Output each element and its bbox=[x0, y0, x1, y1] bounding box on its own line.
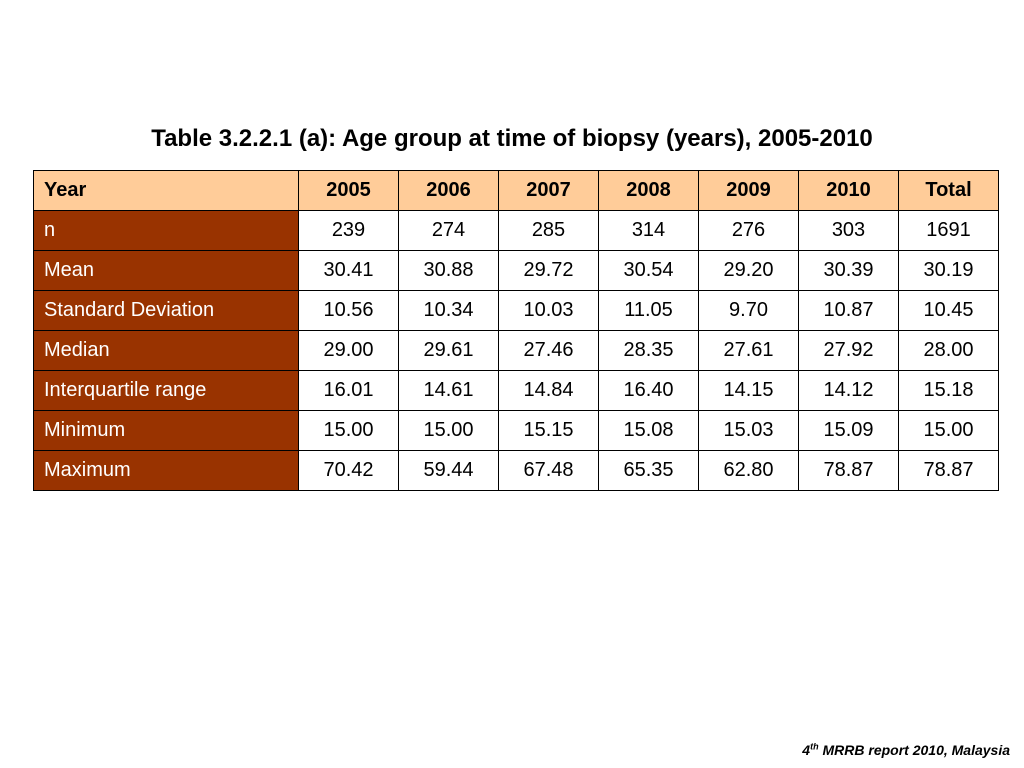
header-cell-2008: 2008 bbox=[598, 170, 699, 211]
table-cell: 15.03 bbox=[698, 410, 799, 451]
table-cell: 30.88 bbox=[398, 250, 499, 291]
table-cell: 285 bbox=[498, 210, 599, 251]
table-row: Median 29.00 29.61 27.46 28.35 27.61 27.… bbox=[33, 330, 999, 371]
table-cell: 15.00 bbox=[298, 410, 399, 451]
age-group-table: Year 2005 2006 2007 2008 2009 2010 Total… bbox=[33, 170, 999, 491]
table-cell: 15.18 bbox=[898, 370, 999, 411]
table-cell: 59.44 bbox=[398, 450, 499, 491]
footer-source: 4th MRRB report 2010, Malaysia bbox=[802, 742, 1010, 758]
table-cell: 28.35 bbox=[598, 330, 699, 371]
table-cell: 276 bbox=[698, 210, 799, 251]
table-cell: 10.03 bbox=[498, 290, 599, 331]
row-label: Interquartile range bbox=[33, 370, 299, 411]
header-cell-2009: 2009 bbox=[698, 170, 799, 211]
table-cell: 14.15 bbox=[698, 370, 799, 411]
table-row: Standard Deviation 10.56 10.34 10.03 11.… bbox=[33, 290, 999, 331]
row-label: n bbox=[33, 210, 299, 251]
table-cell: 239 bbox=[298, 210, 399, 251]
table-cell: 67.48 bbox=[498, 450, 599, 491]
footer-text: MRRB report 2010, Malaysia bbox=[818, 742, 1010, 758]
table-cell: 27.61 bbox=[698, 330, 799, 371]
table-header-row: Year 2005 2006 2007 2008 2009 2010 Total bbox=[33, 170, 999, 211]
table-cell: 1691 bbox=[898, 210, 999, 251]
table-row: Minimum 15.00 15.00 15.15 15.08 15.03 15… bbox=[33, 410, 999, 451]
header-cell-2010: 2010 bbox=[798, 170, 899, 211]
row-label: Maximum bbox=[33, 450, 299, 491]
table-cell: 16.01 bbox=[298, 370, 399, 411]
table-cell: 27.92 bbox=[798, 330, 899, 371]
table-row: Maximum 70.42 59.44 67.48 65.35 62.80 78… bbox=[33, 450, 999, 491]
table-cell: 78.87 bbox=[798, 450, 899, 491]
header-cell-2005: 2005 bbox=[298, 170, 399, 211]
footer-number: 4 bbox=[802, 742, 811, 758]
table-cell: 65.35 bbox=[598, 450, 699, 491]
table-cell: 10.56 bbox=[298, 290, 399, 331]
table-cell: 10.34 bbox=[398, 290, 499, 331]
header-cell-2006: 2006 bbox=[398, 170, 499, 211]
row-label: Standard Deviation bbox=[33, 290, 299, 331]
table-cell: 16.40 bbox=[598, 370, 699, 411]
header-cell-total: Total bbox=[898, 170, 999, 211]
table-cell: 28.00 bbox=[898, 330, 999, 371]
table-cell: 30.54 bbox=[598, 250, 699, 291]
row-label: Mean bbox=[33, 250, 299, 291]
table-cell: 14.12 bbox=[798, 370, 899, 411]
table-cell: 11.05 bbox=[598, 290, 699, 331]
footer-superscript: th bbox=[810, 741, 819, 752]
table-cell: 14.61 bbox=[398, 370, 499, 411]
table-title: Table 3.2.2.1 (a): Age group at time of … bbox=[151, 125, 873, 152]
table-cell: 15.09 bbox=[798, 410, 899, 451]
table-cell: 15.00 bbox=[898, 410, 999, 451]
table-cell: 62.80 bbox=[698, 450, 799, 491]
table-cell: 27.46 bbox=[498, 330, 599, 371]
table-cell: 15.08 bbox=[598, 410, 699, 451]
row-label: Minimum bbox=[33, 410, 299, 451]
table-cell: 10.45 bbox=[898, 290, 999, 331]
table-cell: 70.42 bbox=[298, 450, 399, 491]
table-cell: 10.87 bbox=[798, 290, 899, 331]
table-cell: 30.41 bbox=[298, 250, 399, 291]
table-cell: 14.84 bbox=[498, 370, 599, 411]
table-cell: 29.00 bbox=[298, 330, 399, 371]
table-cell: 29.61 bbox=[398, 330, 499, 371]
table-cell: 9.70 bbox=[698, 290, 799, 331]
table-cell: 15.00 bbox=[398, 410, 499, 451]
table-cell: 303 bbox=[798, 210, 899, 251]
header-cell-year: Year bbox=[33, 170, 299, 211]
table-row: Mean 30.41 30.88 29.72 30.54 29.20 30.39… bbox=[33, 250, 999, 291]
table-cell: 29.72 bbox=[498, 250, 599, 291]
row-label: Median bbox=[33, 330, 299, 371]
table-cell: 29.20 bbox=[698, 250, 799, 291]
table-cell: 30.39 bbox=[798, 250, 899, 291]
table-cell: 15.15 bbox=[498, 410, 599, 451]
table-cell: 274 bbox=[398, 210, 499, 251]
table-cell: 30.19 bbox=[898, 250, 999, 291]
table-cell: 314 bbox=[598, 210, 699, 251]
table-cell: 78.87 bbox=[898, 450, 999, 491]
table-row: n 239 274 285 314 276 303 1691 bbox=[33, 210, 999, 251]
table-row: Interquartile range 16.01 14.61 14.84 16… bbox=[33, 370, 999, 411]
header-cell-2007: 2007 bbox=[498, 170, 599, 211]
